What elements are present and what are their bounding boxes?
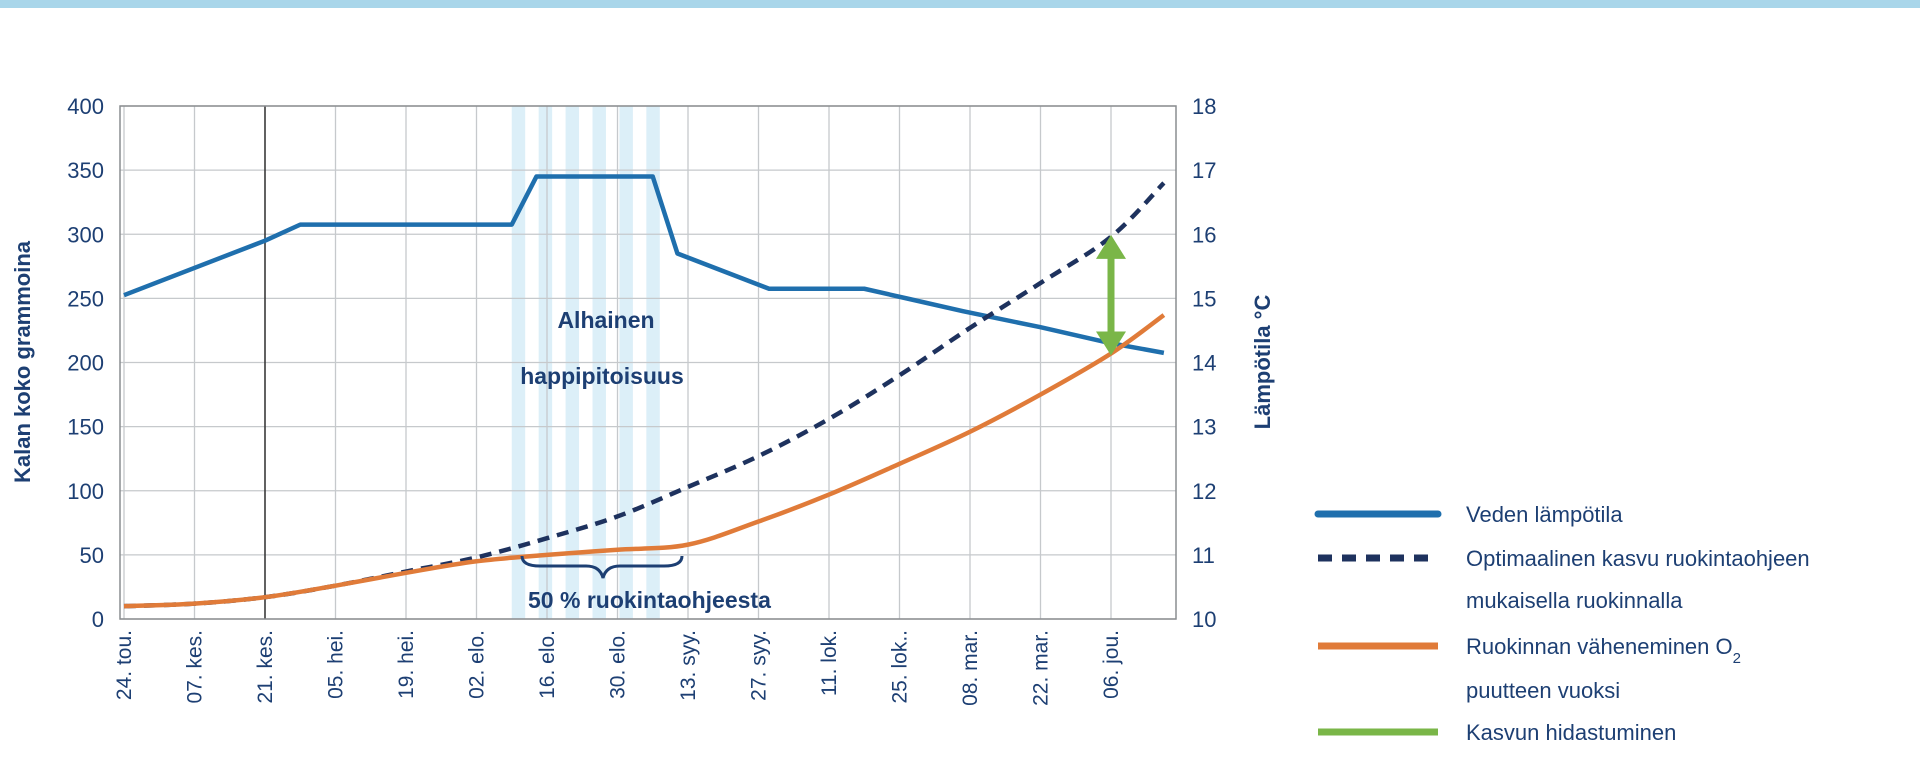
y-left-tick-label: 350 [67, 158, 104, 183]
x-tick-label: 24. tou. [113, 630, 136, 700]
legend: Veden lämpötila Optimaalinen kasvu ruokin… [1314, 502, 1810, 745]
y-left-tick-label: 400 [67, 94, 104, 119]
x-tick-label: 13. syy. [677, 630, 700, 701]
y-left-tick-label: 200 [67, 351, 104, 376]
reduced-feeding-line [123, 313, 1166, 609]
y-right-tick-label: 16 [1192, 222, 1216, 247]
y-left-tick-label: 250 [67, 286, 104, 311]
legend-label-line2: mukaisella ruokinnalla [1466, 588, 1683, 613]
y-right-tick-label: 15 [1192, 286, 1216, 311]
y-left-axis-title: Kalan koko grammoina [10, 240, 35, 483]
y-right-tick-label: 14 [1192, 351, 1216, 376]
top-rule [0, 0, 1920, 8]
y-right-tick-label: 18 [1192, 94, 1216, 119]
y-right-tick-label: 11 [1192, 543, 1215, 568]
legend-label-line2: puutteen vuoksi [1466, 678, 1620, 703]
y-right-axis-title: Lämpötila °C [1250, 295, 1275, 430]
hypoxia-label-line2: happipitoisuus [520, 363, 684, 389]
optimal-growth-line [123, 181, 1166, 609]
x-tick-label: 07. kes. [184, 630, 207, 704]
axes: 0 50 100 150 200 250 300 350 400 10 11 12 13 14 15 16 17… [67, 94, 1216, 706]
y-left-tick-label: 100 [67, 479, 104, 504]
x-tick-label: 21. kes. [254, 630, 277, 704]
y-right-tick-label: 13 [1192, 415, 1216, 440]
x-tick-label: 22. mar. [1030, 630, 1053, 706]
growth-slowdown-arrow [1096, 234, 1126, 356]
x-tick-label: 05. hei. [325, 630, 348, 699]
y-left-tick-label: 0 [92, 607, 104, 632]
y-left-tick-label: 50 [80, 543, 104, 568]
y-right-tick-label: 10 [1192, 607, 1216, 632]
plot-frame [119, 105, 1177, 620]
x-tick-label: 02. elo. [466, 630, 489, 699]
legend-label-subscript: 2 [1733, 650, 1741, 667]
legend-label: Optimaalinen kasvu ruokintaohjeen [1466, 546, 1810, 571]
hypoxia-label-line1: Alhainen [557, 307, 654, 333]
x-tick-label: 27. syy. [748, 630, 771, 701]
y-left-tick-label: 300 [67, 222, 104, 247]
growth-slowdown-arrow-head-top [1096, 234, 1126, 259]
legend-label: Veden lämpötila [1466, 502, 1623, 527]
legend-label: Ruokinnan väheneminen O2 [1466, 634, 1741, 667]
x-tick-label: 25. lok.. [889, 630, 912, 704]
y-left-tick-label: 150 [67, 415, 104, 440]
x-tick-label: 30. elo. [607, 630, 630, 699]
x-tick-label: 11. lok. [818, 630, 841, 696]
y-right-tick-label: 17 [1192, 158, 1216, 183]
x-tick-label: 19. hei. [395, 630, 418, 699]
water-temperature-line [123, 174, 1165, 356]
feeding-bracket [520, 555, 684, 579]
x-tick-label: 06. jou. [1100, 630, 1123, 699]
x-tick-label: 16. elo. [536, 630, 559, 699]
x-tick-label: 08. mar. [959, 630, 982, 706]
legend-label: Kasvun hidastuminen [1466, 720, 1676, 745]
bracket-label: 50 % ruokintaohjeesta [528, 587, 771, 613]
growth-slowdown-arrow-head-bottom [1096, 331, 1126, 356]
y-right-tick-label: 12 [1192, 479, 1216, 504]
series [123, 174, 1166, 609]
